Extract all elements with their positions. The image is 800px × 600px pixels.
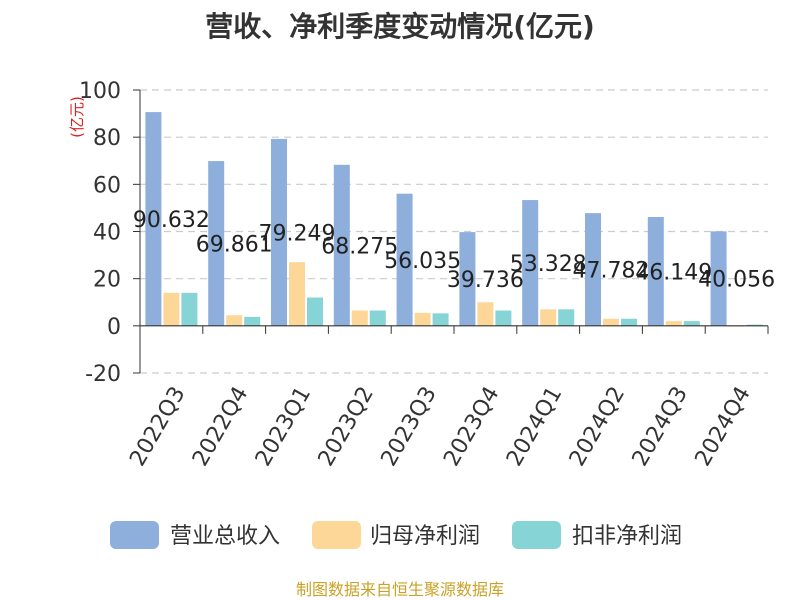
- x-tick-label: 2024Q3: [628, 383, 693, 471]
- bar-1: [208, 161, 225, 326]
- y-tick-label: -20: [85, 362, 121, 387]
- data-labels: 90.63269.86179.24968.27556.03539.73653.3…: [133, 208, 775, 293]
- bar-2: [351, 310, 368, 326]
- x-tick-label: 2024Q2: [565, 383, 630, 471]
- data-label: 79.249: [259, 221, 336, 246]
- bar-1: [459, 232, 476, 326]
- data-label: 53.328: [510, 252, 587, 277]
- bar-1: [647, 216, 664, 326]
- y-tick-label: 40: [93, 221, 121, 246]
- x-tick-label: 2023Q3: [376, 382, 441, 470]
- bar-3: [683, 321, 700, 326]
- data-label: 69.861: [196, 232, 273, 257]
- bar-3: [181, 292, 198, 326]
- y-tick-label: 20: [93, 268, 121, 293]
- bar-3: [495, 310, 512, 326]
- bar-1: [585, 213, 601, 326]
- bar-2: [665, 321, 682, 326]
- bar-3: [244, 316, 261, 326]
- bar-2: [540, 309, 557, 326]
- legend: 营业总收入 归母净利润 扣非净利润: [110, 521, 682, 549]
- gridlines: [140, 89, 768, 374]
- bar-2: [477, 302, 494, 326]
- y-tick-label: 100: [79, 79, 121, 104]
- bar-3: [307, 297, 323, 326]
- bar-1: [333, 164, 350, 326]
- bar-2: [414, 312, 431, 326]
- data-label: 68.275: [321, 234, 398, 259]
- bar-1: [145, 112, 162, 326]
- x-tick-label: 2024Q4: [690, 383, 755, 471]
- bar-2: [163, 292, 180, 326]
- y-tick-label: 80: [93, 126, 121, 151]
- x-tick-label: 2023Q1: [251, 383, 316, 471]
- x-tick-label: 2023Q4: [439, 383, 504, 471]
- data-label: 39.736: [447, 268, 524, 293]
- legend-label: 营业总收入: [170, 524, 280, 549]
- x-tick-label: 2022Q3: [125, 383, 190, 471]
- bar-3: [432, 313, 449, 326]
- bar-1: [271, 138, 287, 326]
- bar-3: [621, 318, 637, 326]
- bars: [145, 112, 763, 327]
- bar-1: [396, 193, 413, 326]
- legend-label: 归母净利润: [370, 524, 480, 549]
- bar-2: [603, 318, 619, 326]
- y-tick-label: 0: [107, 315, 121, 340]
- x-tick-label: 2024Q1: [502, 383, 567, 471]
- x-tick-label: 2022Q4: [188, 383, 253, 471]
- data-label: 46.149: [635, 260, 712, 285]
- bar-3: [558, 309, 575, 326]
- data-label: 90.632: [133, 208, 210, 233]
- x-axis: 2022Q32022Q42023Q12023Q22023Q32023Q42024…: [125, 325, 769, 471]
- x-tick-label: 2023Q2: [314, 383, 379, 471]
- chart-title: 营收、净利季度变动情况(亿元): [205, 10, 595, 43]
- data-label: 40.056: [698, 268, 775, 293]
- bar-3: [369, 310, 386, 326]
- y-tick-label: 60: [93, 173, 121, 198]
- bar-2: [226, 315, 243, 326]
- bar-2: [289, 262, 305, 326]
- y-axis: -20 0 20 40 60 80 100: [79, 79, 141, 387]
- legend-swatch: [512, 521, 561, 549]
- legend-swatch: [312, 521, 361, 549]
- source-note: 制图数据来自恒生聚源数据库: [296, 580, 504, 599]
- data-label: 47.782: [573, 258, 650, 283]
- legend-label: 扣非净利润: [572, 524, 682, 549]
- bar-1: [522, 200, 539, 326]
- legend-swatch: [110, 521, 159, 549]
- bar-1: [710, 231, 727, 326]
- y-axis-unit: (亿元): [68, 96, 86, 138]
- data-label: 56.035: [384, 249, 461, 274]
